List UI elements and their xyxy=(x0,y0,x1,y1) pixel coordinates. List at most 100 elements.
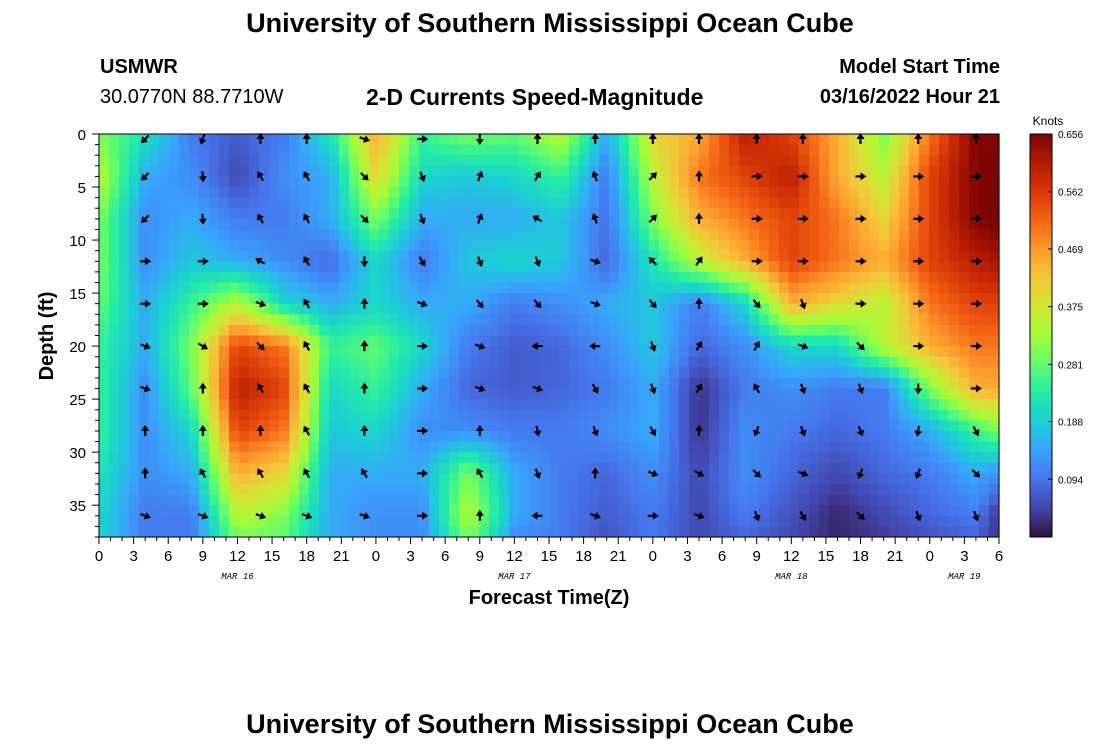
heat-cell xyxy=(799,197,810,209)
heat-cell xyxy=(859,367,870,379)
heat-cell xyxy=(689,420,700,432)
heat-cell xyxy=(269,335,280,347)
current-arrow xyxy=(856,133,865,144)
heat-cell xyxy=(309,261,320,273)
heat-cell xyxy=(899,483,910,496)
heat-cell xyxy=(409,271,420,284)
heat-cell xyxy=(759,430,770,443)
heat-cell xyxy=(289,462,300,474)
heat-cell xyxy=(239,388,250,400)
heat-cell xyxy=(779,165,790,178)
heat-cell xyxy=(559,218,570,231)
heat-cell xyxy=(989,144,1000,156)
heat-cell xyxy=(839,282,850,294)
heat-cell xyxy=(409,367,420,379)
current-arrow xyxy=(476,468,484,479)
heat-cell xyxy=(589,240,600,252)
heat-cell xyxy=(439,165,450,178)
heat-cell xyxy=(489,526,500,538)
heat-cell xyxy=(959,441,970,453)
heat-cell xyxy=(789,293,800,305)
heat-cell xyxy=(799,420,810,432)
heat-cell xyxy=(419,420,430,432)
heat-cell xyxy=(419,314,430,326)
heat-cell xyxy=(169,293,180,305)
heat-cell xyxy=(409,218,420,231)
heat-cell xyxy=(569,356,580,368)
current-arrow xyxy=(417,511,429,520)
heat-cell xyxy=(759,367,770,379)
heat-cell xyxy=(789,452,800,464)
heat-cell xyxy=(619,134,630,146)
heat-cell xyxy=(539,155,550,167)
heat-cell xyxy=(689,208,700,220)
heat-cell xyxy=(589,377,600,390)
heat-cell xyxy=(709,282,720,294)
heat-cell xyxy=(439,452,450,464)
heat-cell xyxy=(519,473,530,485)
heat-cell xyxy=(409,250,420,262)
heat-cell xyxy=(329,367,340,379)
heat-cell xyxy=(689,430,700,443)
current-arrow xyxy=(695,170,703,182)
heat-cell xyxy=(389,134,400,146)
heat-cell xyxy=(249,452,260,464)
heat-cell xyxy=(529,346,540,358)
heat-cell xyxy=(709,494,720,506)
heat-cell xyxy=(279,197,290,209)
x-tick-label: 15 xyxy=(264,548,281,565)
heat-cell xyxy=(989,483,1000,496)
arrow-head xyxy=(202,257,209,266)
heat-cell xyxy=(869,303,880,315)
heat-cell xyxy=(489,303,500,315)
heat-cell xyxy=(539,399,550,411)
heat-cell xyxy=(879,176,890,188)
heat-cell xyxy=(689,282,700,294)
heat-cell xyxy=(529,494,540,506)
heat-cell xyxy=(569,144,580,156)
heat-cell xyxy=(319,441,330,453)
heat-cell xyxy=(949,409,960,421)
heat-cell xyxy=(169,356,180,368)
heat-cell xyxy=(749,250,760,262)
heat-cell xyxy=(959,155,970,167)
heat-cell xyxy=(519,218,530,231)
heat-cell xyxy=(749,473,760,485)
heat-cell xyxy=(269,271,280,284)
heat-cell xyxy=(419,303,430,315)
heat-cell xyxy=(869,399,880,411)
heat-cell xyxy=(339,367,350,379)
heat-cell xyxy=(889,144,900,156)
arrow-head xyxy=(302,133,311,139)
heat-cell xyxy=(779,409,790,421)
heat-cell xyxy=(189,441,200,453)
arrow-head xyxy=(533,259,542,267)
heat-cell xyxy=(899,261,910,273)
heat-cell xyxy=(799,473,810,485)
heat-cell xyxy=(589,187,600,199)
heat-cell xyxy=(189,462,200,474)
heat-cell xyxy=(229,165,240,178)
heat-cell xyxy=(499,208,510,220)
heat-cell xyxy=(679,261,690,273)
heat-cell xyxy=(399,526,410,538)
heat-cell xyxy=(799,409,810,421)
heat-cell xyxy=(339,526,350,538)
arrow-head xyxy=(756,257,763,266)
heat-cell xyxy=(259,134,270,146)
current-arrow xyxy=(797,172,809,181)
heat-cell xyxy=(129,176,140,188)
heat-cell xyxy=(939,409,950,421)
heat-cell xyxy=(639,494,650,506)
heat-cell xyxy=(399,409,410,421)
heat-cell xyxy=(519,229,530,241)
heat-cell xyxy=(969,346,980,358)
heat-cell xyxy=(369,165,380,178)
heat-cell xyxy=(499,155,510,167)
heat-cell xyxy=(329,187,340,199)
heat-cell xyxy=(209,303,220,315)
heat-cell xyxy=(119,293,130,305)
heat-cell xyxy=(839,494,850,506)
heat-cell xyxy=(739,261,750,273)
heat-cell xyxy=(739,367,750,379)
